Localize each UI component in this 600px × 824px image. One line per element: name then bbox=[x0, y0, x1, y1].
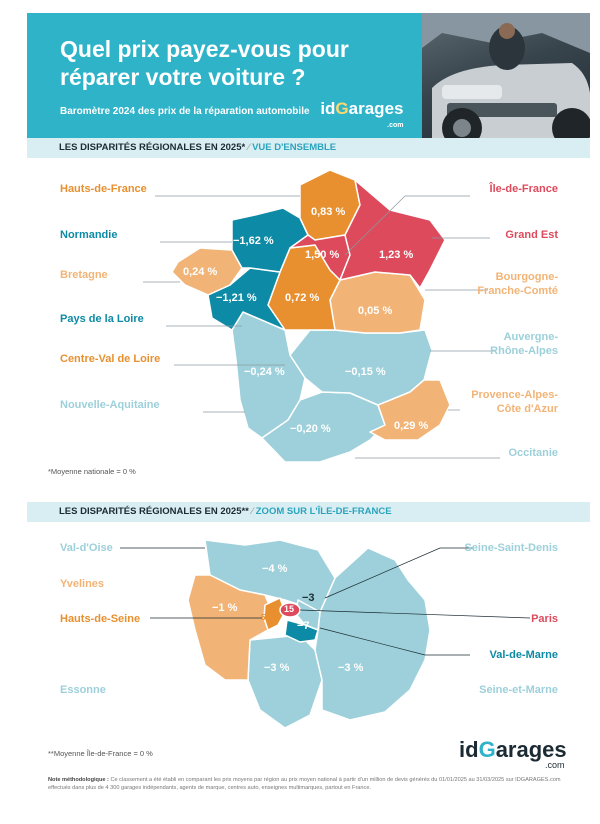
value-val-d-oise: −4 % bbox=[262, 563, 288, 575]
value-occitanie: −0,20 % bbox=[290, 423, 331, 435]
label-hauts-de-seine: Hauts-de-Seine bbox=[60, 613, 141, 625]
car-repair-photo bbox=[422, 13, 590, 140]
footer-brand-rest: arages bbox=[495, 737, 567, 762]
methodology-label: Note méthodologique : bbox=[48, 777, 109, 783]
label-occitanie: Occitanie bbox=[508, 447, 558, 459]
value-provence: 0,29 % bbox=[394, 420, 429, 432]
title-line-2: réparer votre voiture ? bbox=[60, 64, 306, 90]
value-seine-et-marne: −3 % bbox=[338, 662, 364, 674]
dept-yvelines bbox=[187, 574, 273, 681]
brand-rest: arages bbox=[348, 99, 404, 118]
brand-com: .com bbox=[387, 122, 404, 129]
value-pays-de-la-loire: −1,21 % bbox=[216, 292, 257, 304]
france-map bbox=[143, 169, 500, 463]
value-val-de-marne: −7 bbox=[297, 620, 310, 632]
header-banner: Quel prix payez-vous pour réparer votre … bbox=[27, 13, 590, 140]
section-2-subtitle: ZOOM SUR L'ÎLE-DE-FRANCE bbox=[255, 506, 392, 517]
idf-average-note: **Moyenne Île-de-France = 0 % bbox=[48, 749, 153, 758]
dept-seine-et-marne bbox=[314, 547, 431, 721]
section-2-header: LES DISPARITÉS RÉGIONALES EN 2025** ⁄ ZO… bbox=[27, 502, 590, 522]
leader-lines bbox=[143, 195, 500, 459]
footer-brand-g: G bbox=[478, 737, 496, 762]
section-2-title: LES DISPARITÉS RÉGIONALES EN 2025** bbox=[59, 506, 249, 517]
value-bretagne: 0,24 % bbox=[183, 266, 218, 278]
national-average-note: *Moyenne nationale = 0 % bbox=[48, 467, 136, 476]
region-bretagne bbox=[171, 247, 243, 296]
label-ile-de-france: Île-de-France bbox=[489, 183, 558, 195]
footer-brand-id: id bbox=[459, 737, 479, 762]
label-yvelines: Yvelines bbox=[60, 578, 105, 590]
dept-hauts-de-seine bbox=[263, 597, 286, 631]
label-pays-de-la-loire: Pays de la Loire bbox=[60, 313, 144, 325]
subtitle-text: Baromètre 2024 des prix de la réparation… bbox=[60, 106, 310, 117]
brand-id: id bbox=[320, 99, 336, 118]
subtitle: Baromètre 2024 des prix de la réparation… bbox=[60, 99, 403, 129]
section-1-title: LES DISPARITÉS RÉGIONALES EN 2025* bbox=[59, 142, 246, 153]
value-ile-de-france: 1,50 % bbox=[305, 249, 340, 261]
idf-map bbox=[120, 539, 531, 729]
value-centre: 0,72 % bbox=[285, 292, 320, 304]
value-essonne: −3 % bbox=[264, 662, 290, 674]
label-bretagne: Bretagne bbox=[60, 269, 108, 281]
region-bourgogne bbox=[329, 271, 426, 334]
label-hauts-de-france: Hauts-de-France bbox=[60, 183, 147, 195]
methodology-note: Note méthodologique : Ce classement a ét… bbox=[48, 776, 570, 792]
section-1-subtitle: VUE D'ENSEMBLE bbox=[252, 142, 337, 153]
label-paris: Paris bbox=[531, 613, 558, 625]
region-grand-est bbox=[339, 179, 446, 289]
label-seine-saint-denis: Seine-Saint-Denis bbox=[464, 542, 558, 554]
dept-val-de-marne bbox=[284, 619, 319, 643]
section-1-header: LES DISPARITÉS RÉGIONALES EN 2025* ⁄ VUE… bbox=[27, 138, 590, 158]
label-centre: Centre-Val de Loire bbox=[60, 353, 161, 365]
value-seine-saint-denis: −3 bbox=[302, 592, 315, 604]
label-nouvelle-aquitaine: Nouvelle-Aquitaine bbox=[60, 399, 160, 411]
title-line-1: Quel prix payez-vous pour bbox=[60, 36, 349, 62]
value-bourgogne: 0,05 % bbox=[358, 305, 393, 317]
header-brand-logo: idGarages .com bbox=[320, 99, 403, 129]
footer-brand-logo: idGarages .com bbox=[459, 737, 567, 770]
label-essonne: Essonne bbox=[60, 684, 106, 696]
label-val-de-marne: Val-de-Marne bbox=[489, 649, 558, 661]
value-hauts-de-france: 0,83 % bbox=[311, 206, 346, 218]
value-auvergne: −0,15 % bbox=[345, 366, 386, 378]
value-nouvelle-aquitaine: −0,24 % bbox=[244, 366, 285, 378]
label-bourgogne: Bourgogne- Franche-Comté bbox=[477, 271, 558, 297]
brand-g: G bbox=[335, 99, 349, 118]
footer-brand-com: .com bbox=[545, 760, 565, 770]
value-grand-est: 1,23 % bbox=[379, 249, 414, 261]
value-yvelines: −1 % bbox=[212, 602, 238, 614]
label-grand-est: Grand Est bbox=[505, 229, 558, 241]
label-provence: Provence-Alpes- Côte d'Azur bbox=[471, 389, 558, 415]
label-seine-et-marne: Seine-et-Marne bbox=[479, 684, 558, 696]
value-normandie: −1,62 % bbox=[233, 235, 274, 247]
dept-essonne bbox=[247, 634, 323, 729]
label-normandie: Normandie bbox=[60, 229, 118, 241]
label-auvergne: Auvergne- Rhône-Alpes bbox=[490, 331, 558, 357]
region-provence bbox=[369, 379, 451, 441]
label-val-d-oise: Val-d'Oise bbox=[60, 542, 113, 554]
idf-leader-lines bbox=[120, 547, 531, 656]
value-paris: 15 bbox=[284, 604, 295, 614]
value-hauts-de-seine: 5 bbox=[261, 613, 266, 622]
methodology-text: Ce classement a été établi en comparant … bbox=[48, 777, 561, 791]
